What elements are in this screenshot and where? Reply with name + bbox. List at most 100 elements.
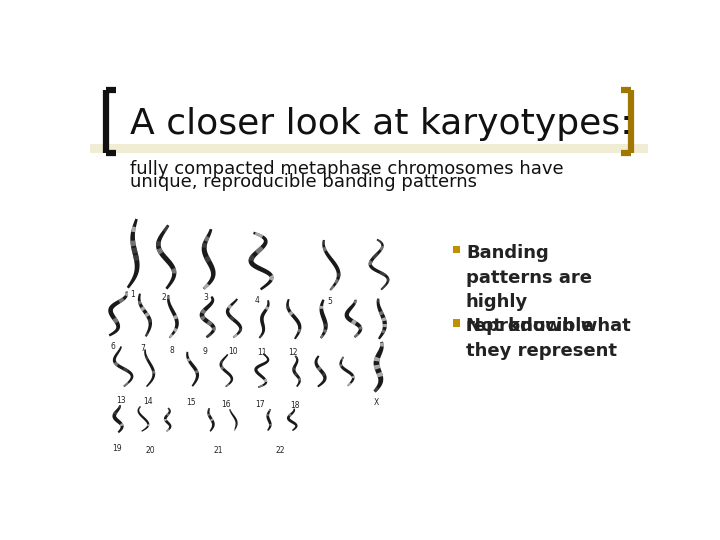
Text: 1: 1 bbox=[130, 291, 135, 299]
Polygon shape bbox=[297, 329, 301, 333]
Polygon shape bbox=[323, 240, 325, 245]
Polygon shape bbox=[381, 284, 387, 290]
Text: 12: 12 bbox=[288, 348, 298, 357]
Bar bbox=[90, 144, 648, 153]
Polygon shape bbox=[265, 306, 269, 310]
Polygon shape bbox=[208, 408, 210, 410]
Polygon shape bbox=[200, 308, 206, 314]
Polygon shape bbox=[341, 357, 343, 360]
Text: 9: 9 bbox=[202, 347, 207, 356]
Polygon shape bbox=[138, 293, 152, 337]
Polygon shape bbox=[220, 354, 233, 387]
Polygon shape bbox=[112, 405, 124, 433]
Polygon shape bbox=[382, 329, 386, 334]
Polygon shape bbox=[125, 292, 128, 296]
Polygon shape bbox=[379, 310, 384, 315]
Polygon shape bbox=[379, 246, 384, 251]
Polygon shape bbox=[266, 409, 271, 431]
Polygon shape bbox=[210, 418, 214, 421]
Polygon shape bbox=[156, 241, 161, 246]
Polygon shape bbox=[269, 409, 271, 411]
Polygon shape bbox=[323, 247, 327, 252]
Polygon shape bbox=[152, 370, 156, 374]
Text: unique, reproducible banding patterns: unique, reproducible banding patterns bbox=[130, 173, 477, 191]
Polygon shape bbox=[320, 334, 324, 339]
Polygon shape bbox=[171, 268, 176, 273]
Polygon shape bbox=[204, 236, 210, 242]
Text: X: X bbox=[374, 398, 379, 407]
Polygon shape bbox=[289, 311, 294, 316]
Polygon shape bbox=[164, 419, 167, 422]
Text: 14: 14 bbox=[143, 397, 153, 407]
Polygon shape bbox=[323, 240, 341, 291]
Polygon shape bbox=[287, 408, 297, 431]
Polygon shape bbox=[330, 285, 335, 291]
Polygon shape bbox=[169, 334, 173, 338]
Polygon shape bbox=[382, 317, 387, 321]
Polygon shape bbox=[130, 240, 136, 246]
Text: A closer look at karyotypes:: A closer look at karyotypes: bbox=[130, 107, 633, 141]
Polygon shape bbox=[354, 333, 359, 338]
Polygon shape bbox=[234, 428, 236, 430]
Polygon shape bbox=[113, 346, 133, 387]
Polygon shape bbox=[320, 306, 323, 309]
Polygon shape bbox=[127, 219, 140, 288]
Text: 11: 11 bbox=[257, 348, 267, 357]
Text: 5: 5 bbox=[328, 298, 333, 306]
Polygon shape bbox=[339, 356, 355, 386]
Polygon shape bbox=[147, 424, 149, 427]
Polygon shape bbox=[337, 273, 341, 277]
Polygon shape bbox=[168, 408, 171, 410]
Polygon shape bbox=[248, 232, 274, 291]
Polygon shape bbox=[207, 320, 213, 326]
Text: 2: 2 bbox=[161, 293, 166, 302]
Polygon shape bbox=[334, 279, 339, 284]
Polygon shape bbox=[387, 277, 390, 282]
Polygon shape bbox=[164, 408, 171, 432]
Polygon shape bbox=[374, 364, 380, 370]
Polygon shape bbox=[238, 328, 242, 332]
Polygon shape bbox=[377, 239, 383, 244]
Polygon shape bbox=[354, 300, 356, 304]
Bar bbox=[453, 319, 461, 327]
Polygon shape bbox=[292, 367, 296, 370]
Polygon shape bbox=[120, 423, 124, 426]
Polygon shape bbox=[212, 327, 215, 331]
Text: 21: 21 bbox=[213, 446, 222, 455]
Polygon shape bbox=[230, 409, 231, 411]
Polygon shape bbox=[225, 383, 230, 387]
Polygon shape bbox=[166, 429, 169, 432]
Text: 6: 6 bbox=[111, 342, 116, 351]
Polygon shape bbox=[258, 384, 264, 388]
Polygon shape bbox=[383, 324, 387, 327]
Polygon shape bbox=[374, 387, 379, 392]
Polygon shape bbox=[345, 300, 362, 338]
Polygon shape bbox=[118, 406, 121, 408]
Polygon shape bbox=[235, 424, 238, 426]
Polygon shape bbox=[113, 411, 117, 415]
Polygon shape bbox=[258, 334, 263, 339]
Polygon shape bbox=[163, 226, 168, 232]
Text: 3: 3 bbox=[204, 294, 209, 302]
Polygon shape bbox=[292, 355, 301, 387]
Polygon shape bbox=[199, 296, 215, 338]
Polygon shape bbox=[264, 379, 267, 382]
Polygon shape bbox=[380, 342, 384, 347]
Polygon shape bbox=[114, 362, 119, 367]
Polygon shape bbox=[131, 247, 138, 254]
Polygon shape bbox=[186, 352, 199, 387]
Polygon shape bbox=[377, 299, 379, 302]
Polygon shape bbox=[374, 342, 384, 393]
Polygon shape bbox=[286, 299, 302, 339]
Polygon shape bbox=[203, 283, 210, 289]
Polygon shape bbox=[348, 382, 351, 386]
Polygon shape bbox=[369, 260, 373, 265]
Polygon shape bbox=[351, 319, 357, 325]
Polygon shape bbox=[377, 372, 383, 377]
Polygon shape bbox=[157, 248, 163, 255]
Text: 18: 18 bbox=[291, 401, 300, 409]
Polygon shape bbox=[138, 407, 140, 409]
Polygon shape bbox=[122, 367, 129, 373]
Text: 20: 20 bbox=[145, 446, 156, 455]
Polygon shape bbox=[317, 366, 322, 371]
